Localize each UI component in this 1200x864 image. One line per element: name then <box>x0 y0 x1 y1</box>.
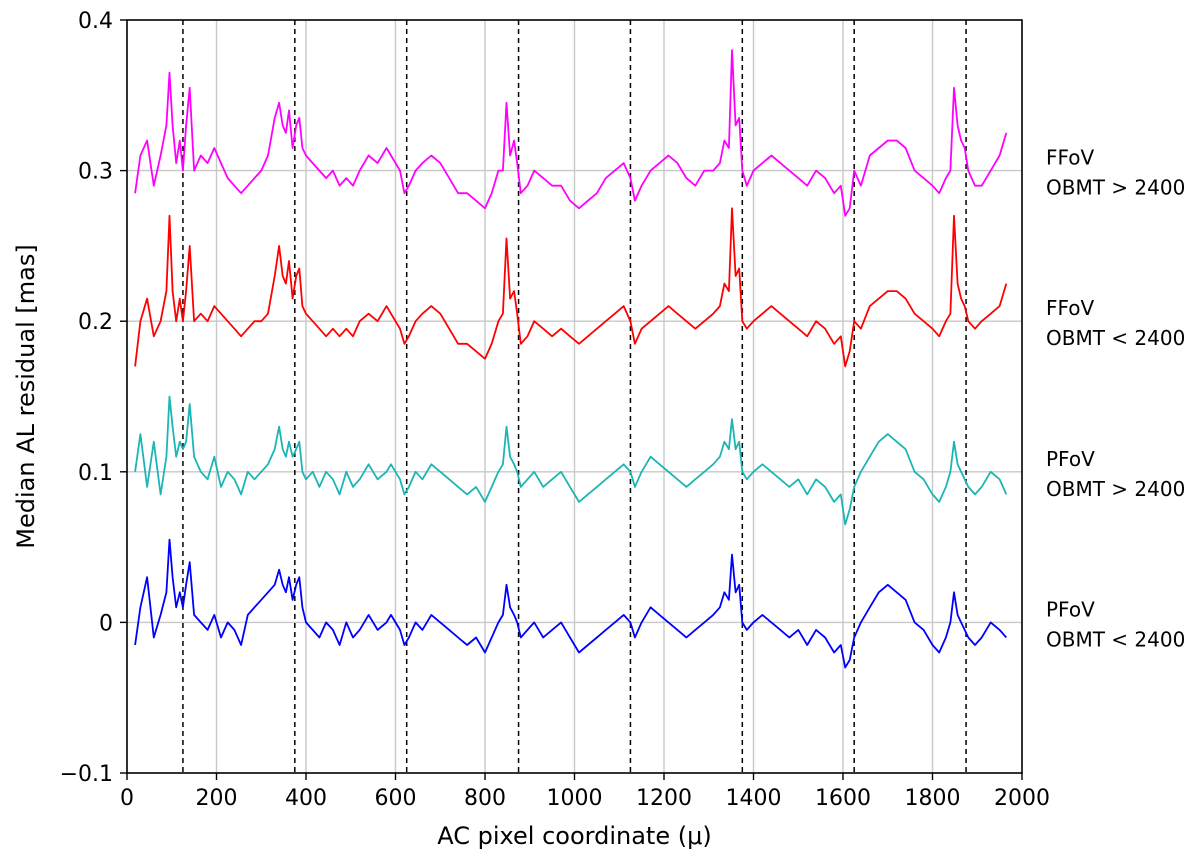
series-labels-layer: FFoV OBMT > 2400 FFoV OBMT < 2400 PFoV OBMT >… <box>1046 146 1185 652</box>
series-line-1 <box>134 207 1008 368</box>
x-tick-label-5: 1000 <box>547 786 603 811</box>
x-tick-label-8: 1600 <box>815 786 871 811</box>
series-label-2-line-1: OBMT > 2400 <box>1046 477 1185 501</box>
y-tick-label-2: 0.1 <box>78 461 113 486</box>
series-line-0 <box>134 49 1008 217</box>
x-tick-label-0: 0 <box>120 786 134 811</box>
ticks-layer: 0 200 400 600 800 1000 1200 1400 1600 1800 2000 −0.… <box>60 9 1050 811</box>
y-tick-label-0: −0.1 <box>60 762 113 787</box>
series-label-1-line-1: OBMT < 2400 <box>1046 326 1185 350</box>
series-label-1: FFoV OBMT < 2400 <box>1046 296 1185 350</box>
series-label-2: PFoV OBMT > 2400 <box>1046 447 1185 501</box>
x-tick-label-2: 400 <box>285 786 327 811</box>
x-axis-title: AC pixel coordinate (μ) <box>437 822 711 850</box>
y-tick-label-3: 0.2 <box>78 310 113 335</box>
series-label-0-line-0: FFoV <box>1046 146 1095 170</box>
series-label-1-line-0: FFoV <box>1046 296 1095 320</box>
series-line-2 <box>134 395 1008 526</box>
y-tick-label-1: 0 <box>99 611 113 636</box>
series-label-3-line-0: PFoV <box>1046 597 1095 621</box>
x-tick-label-6: 1200 <box>636 786 692 811</box>
series-layer <box>134 49 1008 669</box>
x-tick-label-4: 800 <box>464 786 506 811</box>
x-tick-label-1: 200 <box>196 786 238 811</box>
y-axis-title: Median AL residual [mas] <box>12 244 40 548</box>
series-line-3 <box>134 538 1007 669</box>
y-tick-label-4: 0.3 <box>78 160 113 185</box>
series-label-0: FFoV OBMT > 2400 <box>1046 146 1185 200</box>
y-tick-label-5: 0.4 <box>78 9 113 34</box>
series-label-3-line-1: OBMT < 2400 <box>1046 627 1185 651</box>
series-label-0-line-1: OBMT > 2400 <box>1046 176 1185 200</box>
x-tick-label-9: 1800 <box>905 786 961 811</box>
x-tick-label-10: 2000 <box>994 786 1050 811</box>
x-tick-label-7: 1400 <box>726 786 782 811</box>
grid-layer <box>127 20 1022 773</box>
series-label-2-line-0: PFoV <box>1046 447 1095 471</box>
series-label-3: PFoV OBMT < 2400 <box>1046 597 1185 651</box>
x-tick-label-3: 600 <box>375 786 417 811</box>
